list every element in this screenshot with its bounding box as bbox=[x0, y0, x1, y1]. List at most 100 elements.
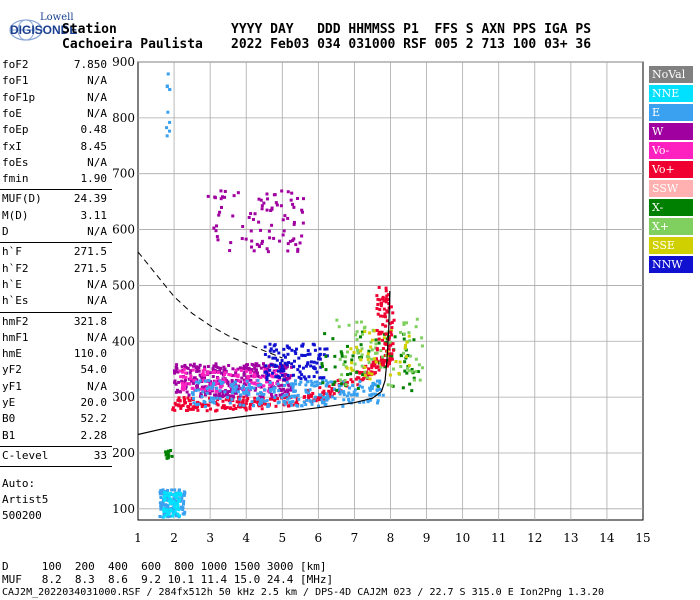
data-point bbox=[369, 370, 373, 374]
data-point bbox=[263, 368, 267, 372]
data-point bbox=[375, 347, 379, 351]
data-point bbox=[387, 336, 391, 340]
data-point bbox=[247, 383, 251, 387]
data-point bbox=[270, 207, 274, 211]
data-point bbox=[365, 355, 369, 359]
data-point bbox=[353, 362, 357, 366]
data-point bbox=[309, 400, 313, 404]
data-point bbox=[270, 223, 274, 227]
data-point bbox=[176, 512, 180, 516]
data-point bbox=[243, 389, 247, 393]
data-point bbox=[205, 409, 209, 413]
data-point bbox=[287, 346, 291, 350]
data-point bbox=[175, 363, 179, 367]
data-point bbox=[244, 382, 248, 386]
data-point bbox=[383, 312, 387, 316]
data-point bbox=[313, 380, 317, 384]
data-point bbox=[164, 513, 168, 517]
data-point bbox=[200, 372, 204, 376]
data-point bbox=[222, 365, 226, 369]
data-point bbox=[238, 366, 242, 370]
data-point bbox=[403, 369, 407, 373]
data-point bbox=[282, 347, 286, 351]
data-point bbox=[269, 385, 273, 389]
data-point bbox=[292, 222, 296, 226]
data-point bbox=[260, 395, 264, 399]
data-point bbox=[330, 387, 334, 391]
data-point bbox=[365, 376, 369, 380]
data-point bbox=[166, 72, 170, 76]
data-point bbox=[300, 373, 304, 377]
data-point bbox=[312, 399, 316, 403]
data-point bbox=[331, 337, 335, 341]
data-point bbox=[169, 499, 173, 503]
x-tick-label: 9 bbox=[423, 531, 431, 545]
data-point bbox=[272, 349, 276, 353]
data-point bbox=[313, 395, 317, 399]
data-point bbox=[403, 360, 407, 364]
data-point bbox=[174, 514, 178, 518]
data-point bbox=[172, 505, 176, 509]
data-point bbox=[382, 359, 386, 363]
data-point bbox=[343, 378, 347, 382]
data-point bbox=[224, 393, 228, 397]
data-point bbox=[275, 203, 279, 207]
data-point bbox=[392, 367, 396, 371]
data-point bbox=[390, 333, 394, 337]
data-point bbox=[171, 408, 175, 412]
data-point bbox=[263, 366, 267, 370]
data-point bbox=[340, 373, 344, 377]
data-point bbox=[385, 294, 389, 298]
data-point bbox=[298, 370, 302, 374]
data-point bbox=[323, 332, 327, 336]
data-point bbox=[349, 372, 353, 376]
data-point bbox=[188, 382, 192, 386]
data-point bbox=[341, 404, 345, 408]
data-point bbox=[207, 385, 211, 389]
data-point bbox=[319, 365, 323, 369]
data-point bbox=[212, 226, 216, 230]
data-point bbox=[173, 379, 177, 383]
data-point bbox=[284, 372, 288, 376]
data-point bbox=[226, 395, 230, 399]
data-point bbox=[208, 371, 212, 375]
data-point bbox=[249, 378, 253, 382]
data-point bbox=[212, 401, 216, 405]
data-point bbox=[171, 406, 175, 410]
data-point bbox=[229, 373, 233, 377]
data-point bbox=[251, 363, 255, 367]
data-point bbox=[300, 404, 304, 408]
x-tick-label: 3 bbox=[206, 531, 214, 545]
data-point bbox=[291, 384, 295, 388]
data-point bbox=[378, 387, 382, 391]
data-point bbox=[283, 374, 287, 378]
data-point bbox=[211, 367, 215, 371]
legend-item: SSE bbox=[649, 237, 693, 254]
data-point bbox=[273, 396, 277, 400]
data-point bbox=[223, 380, 227, 384]
data-point bbox=[215, 396, 219, 400]
data-point bbox=[327, 389, 331, 393]
data-point bbox=[291, 403, 295, 407]
data-point bbox=[230, 397, 234, 401]
data-point bbox=[205, 372, 209, 376]
data-point bbox=[218, 396, 222, 400]
data-point bbox=[281, 218, 285, 222]
data-point bbox=[191, 386, 195, 390]
data-point bbox=[321, 381, 325, 385]
data-point bbox=[267, 355, 271, 359]
data-point bbox=[280, 359, 284, 363]
data-point bbox=[165, 491, 169, 495]
data-point bbox=[242, 403, 246, 407]
data-point bbox=[347, 391, 351, 395]
data-point bbox=[350, 361, 354, 365]
data-point bbox=[245, 366, 249, 370]
param-value: 271.5 bbox=[73, 245, 107, 259]
data-point bbox=[176, 504, 180, 508]
data-point bbox=[293, 394, 297, 398]
data-point bbox=[202, 373, 206, 377]
data-point bbox=[185, 390, 189, 394]
data-point bbox=[312, 365, 316, 369]
param-row: foF1 N/A bbox=[0, 74, 110, 90]
data-point bbox=[253, 366, 257, 370]
